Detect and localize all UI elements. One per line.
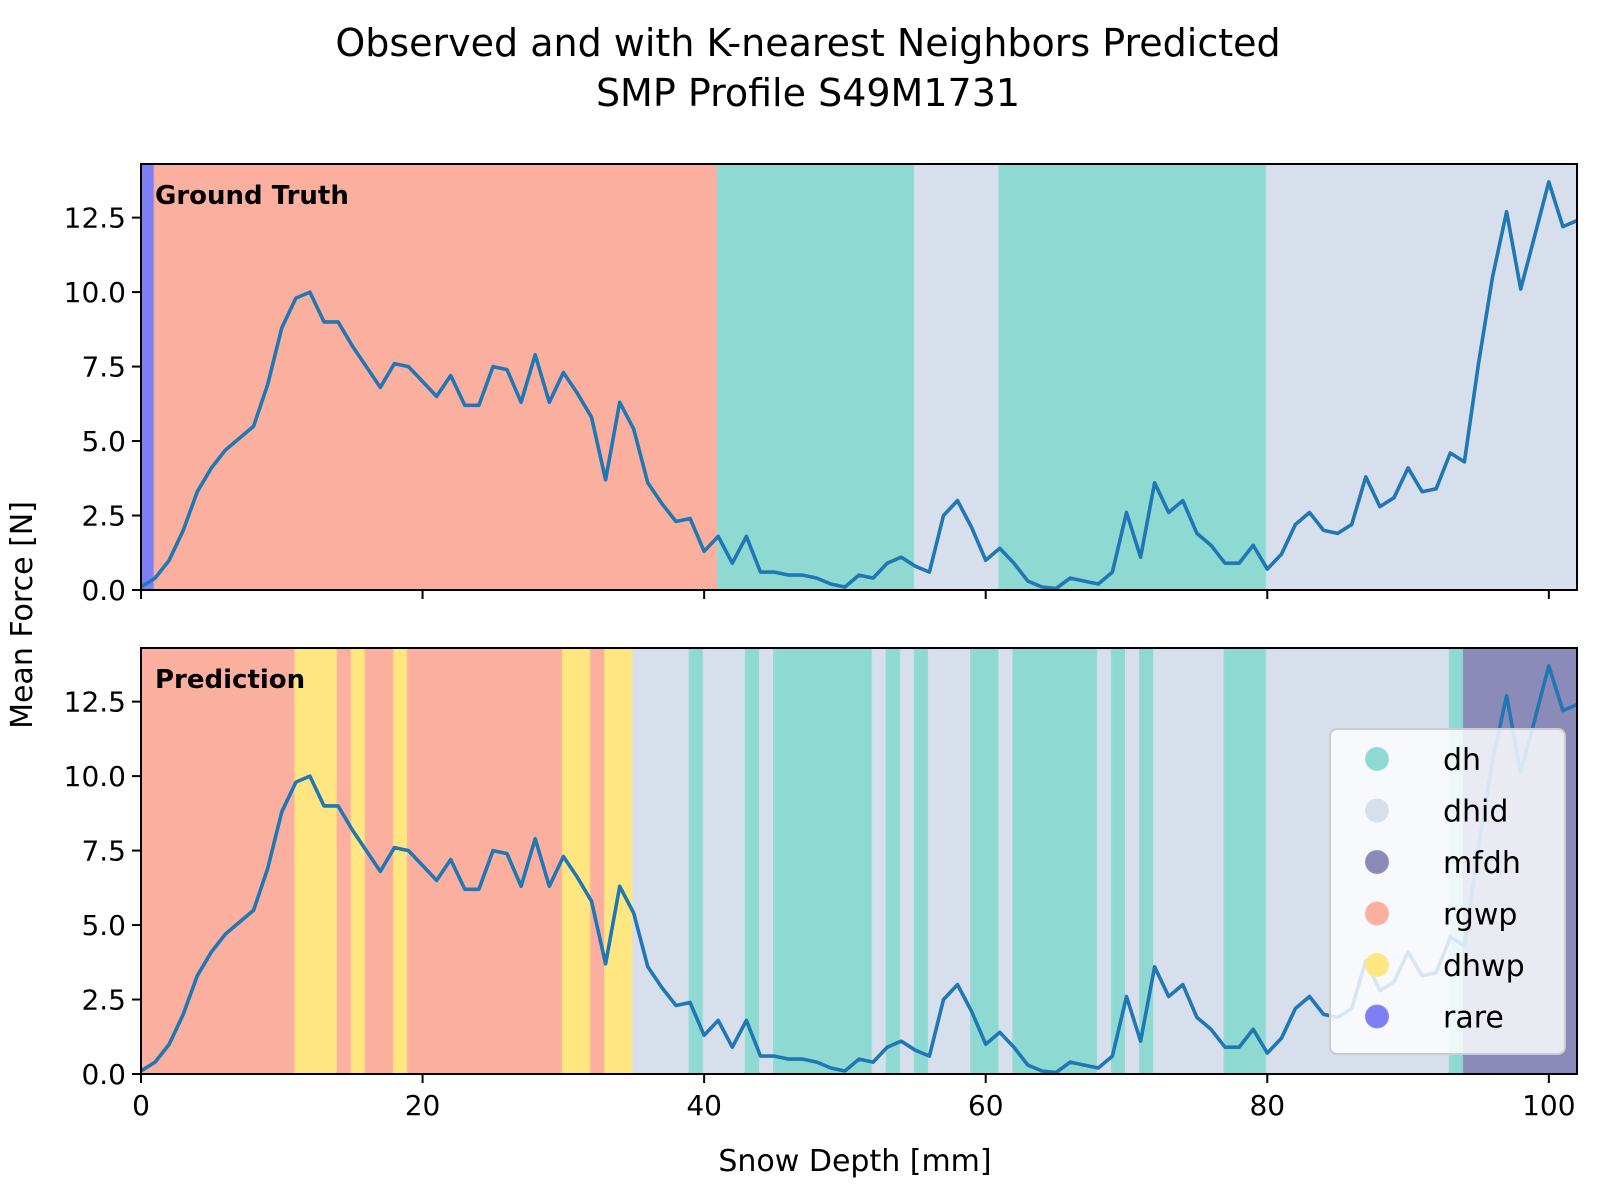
y-tick-label: 12.5: [64, 202, 126, 235]
segment-dh: [1112, 648, 1127, 1074]
segment-dhid: [1126, 648, 1141, 1074]
legend-marker-dhwp: [1365, 953, 1389, 977]
x-tick-label: 60: [968, 1089, 1004, 1122]
segment-rgwp: [141, 648, 296, 1074]
segment-rgwp: [366, 648, 395, 1074]
panel-label: Ground Truth: [155, 181, 349, 211]
x-tick-label: 40: [686, 1089, 722, 1122]
segment-dh: [690, 648, 705, 1074]
segment-dh: [1013, 648, 1099, 1074]
segment-dhwp: [295, 648, 339, 1074]
legend: dh dhid mfdh rgwp dhwp rare: [1329, 728, 1566, 1055]
segment-rgwp: [408, 648, 564, 1074]
segment-dhid: [633, 648, 691, 1074]
legend-label-dh: dh: [1443, 743, 1481, 778]
y-tick-label: 10.0: [64, 276, 126, 309]
legend-marker-rgwp: [1365, 901, 1389, 926]
segment-rgwp: [591, 648, 606, 1074]
segment-dhid: [760, 648, 775, 1074]
segment-dh: [971, 648, 1000, 1074]
panel-prediction: 0.0 2.5 5.0 7.5 10.0 12.5 0 20 40 60 80 100 Predicti…: [64, 647, 1578, 1122]
segment-dh: [915, 648, 930, 1074]
y-tick-label: 7.5: [81, 835, 126, 868]
legend-label-dhid: dhid: [1443, 795, 1508, 830]
chart-subtitle: SMP Profile S49M1731: [596, 71, 1020, 115]
panel-ground-truth: 0.0 2.5 5.0 7.5 10.0 12.5 Ground Truth: [64, 163, 1578, 607]
segment-dh: [774, 648, 874, 1074]
segment-dh: [999, 164, 1268, 590]
y-tick-label: 2.5: [81, 984, 126, 1017]
legend-marker-dh: [1365, 747, 1389, 771]
legend-label-mfdh: mfdh: [1443, 846, 1521, 881]
legend-label-rare: rare: [1443, 1001, 1504, 1036]
y-axis-label: Mean Force [N]: [5, 501, 40, 729]
segment-dhid: [1267, 164, 1577, 590]
segment-rare: [141, 164, 156, 590]
segment-dh: [887, 648, 902, 1074]
x-tick-label: 80: [1249, 1089, 1285, 1122]
segment-dhid: [901, 648, 916, 1074]
y-tick-label: 5.0: [81, 909, 126, 942]
segment-dhid: [1154, 648, 1226, 1074]
x-tick-label: 20: [405, 1089, 441, 1122]
segment-rgwp: [338, 648, 353, 1074]
segment-dh: [718, 164, 916, 590]
panel-label: Prediction: [155, 665, 305, 695]
segment-dhid: [915, 164, 1000, 590]
y-tick-label: 10.0: [64, 760, 126, 793]
segment-dhwp: [605, 648, 634, 1074]
legend-marker-mfdh: [1365, 850, 1389, 874]
x-tick-label: 100: [1522, 1089, 1575, 1122]
y-tick-label: 7.5: [81, 351, 126, 384]
chart-title: Observed and with K-nearest Neighbors Pr…: [335, 21, 1280, 65]
segment-dhwp: [394, 648, 409, 1074]
y-tick-label: 2.5: [81, 500, 126, 533]
segment-dhid: [1098, 648, 1113, 1074]
legend-label-dhwp: dhwp: [1443, 949, 1525, 984]
legend-label-rgwp: rgwp: [1443, 898, 1517, 933]
y-tick-label: 0.0: [81, 574, 126, 607]
y-tick-label: 12.5: [64, 686, 126, 719]
segment-dhid: [929, 648, 972, 1074]
segment-dhid: [873, 648, 888, 1074]
segment-dhid: [999, 648, 1014, 1074]
x-tick-label: 0: [132, 1089, 150, 1122]
segment-dh: [1140, 648, 1155, 1074]
series-line: [140, 180, 1578, 591]
segment-dhwp: [352, 648, 367, 1074]
legend-marker-dhid: [1365, 798, 1389, 823]
axes-frame: [140, 647, 1578, 1075]
x-axis-label: Snow Depth [mm]: [718, 1144, 991, 1179]
segment-dh: [1225, 648, 1268, 1074]
segment-dh: [746, 648, 761, 1074]
panels-layer: 0.0 2.5 5.0 7.5 10.0 12.5 Ground Truth 0.0 2.5 5.…: [64, 163, 1578, 1122]
y-tick-label: 0.0: [81, 1058, 126, 1091]
segment-dhid: [704, 648, 747, 1074]
y-tick-label: 5.0: [81, 425, 126, 458]
segment-rgwp: [155, 164, 719, 590]
legend-marker-rare: [1365, 1004, 1389, 1029]
axes-frame: [140, 163, 1578, 591]
